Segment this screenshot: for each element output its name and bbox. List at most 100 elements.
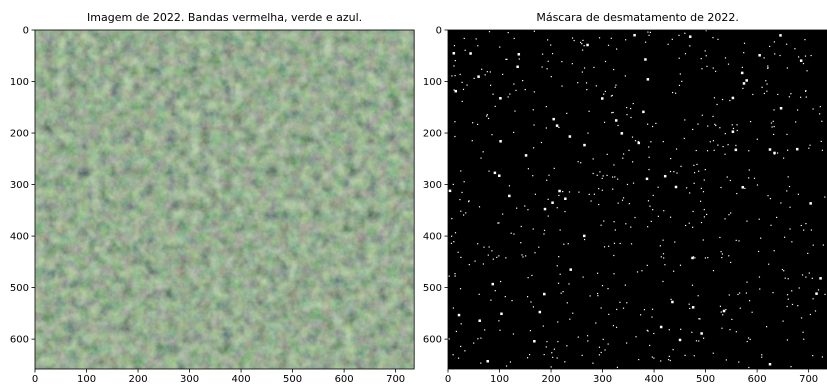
speckle: [513, 333, 514, 334]
speckle: [572, 37, 573, 38]
speckle: [599, 354, 600, 355]
speckle: [765, 80, 766, 81]
speckle: [674, 241, 675, 242]
speckle: [606, 175, 607, 176]
speckle: [474, 78, 475, 79]
speckle: [454, 121, 455, 122]
speckle: [560, 229, 561, 230]
speckle: [698, 340, 699, 341]
speckle: [551, 366, 552, 367]
speckle: [548, 199, 549, 200]
speckle: [780, 202, 781, 203]
speckle: [713, 68, 714, 69]
speckle: [534, 91, 535, 92]
speckle: [790, 93, 791, 94]
speckle: [611, 95, 612, 96]
speckle: [541, 142, 542, 143]
speckle: [490, 85, 491, 86]
speckle: [531, 275, 532, 276]
speckle: [773, 134, 774, 135]
speckle: [632, 161, 633, 162]
speckle: [694, 257, 695, 258]
speckle: [622, 158, 623, 159]
speckle: [787, 150, 788, 151]
speckle: [530, 330, 531, 331]
speckle: [803, 230, 804, 231]
speckle: [586, 82, 587, 83]
speckle: [689, 308, 690, 309]
speckle: [787, 306, 788, 307]
speckle: [583, 235, 586, 238]
speckle: [449, 338, 450, 339]
speckle: [732, 130, 735, 133]
speckle: [630, 117, 631, 118]
speckle: [554, 168, 555, 169]
speckle: [700, 332, 703, 335]
speckle: [777, 152, 778, 153]
speckle: [702, 115, 703, 116]
speckle: [803, 63, 804, 64]
speckle: [749, 169, 750, 170]
speckle: [455, 90, 458, 93]
speckle: [455, 232, 456, 233]
speckle: [797, 109, 798, 110]
speckle: [663, 141, 664, 142]
speckle: [544, 230, 545, 231]
speckle: [608, 343, 609, 344]
speckle: [812, 108, 813, 109]
speckle: [648, 169, 649, 170]
speckle: [602, 285, 603, 286]
speckle: [623, 153, 624, 154]
x-tick-label: 0: [445, 374, 451, 384]
speckle: [499, 46, 500, 47]
speckle: [698, 171, 699, 172]
speckle: [558, 283, 559, 284]
speckle: [529, 354, 530, 355]
speckle: [647, 124, 648, 125]
speckle: [530, 301, 531, 302]
speckle: [742, 67, 743, 68]
speckle: [789, 207, 790, 208]
speckle: [767, 195, 768, 196]
speckle: [707, 125, 708, 126]
speckle: [515, 90, 516, 91]
speckle: [670, 360, 671, 361]
speckle: [653, 195, 654, 196]
speckle: [789, 96, 790, 97]
speckle: [451, 243, 452, 244]
speckle: [557, 207, 558, 208]
speckle: [804, 39, 805, 40]
speckle: [696, 150, 697, 151]
speckle: [499, 97, 502, 100]
speckle: [625, 223, 626, 224]
speckle: [580, 162, 581, 163]
speckle: [633, 103, 634, 104]
y-tick-label: 300: [10, 180, 29, 191]
speckle: [766, 91, 767, 92]
speckle: [689, 192, 690, 193]
speckle: [752, 312, 753, 313]
speckle: [761, 354, 762, 355]
x-tick-label: 100: [77, 374, 96, 384]
speckle: [518, 53, 521, 56]
speckle: [762, 87, 763, 88]
speckle: [589, 194, 590, 195]
speckle: [516, 208, 517, 209]
speckle: [744, 43, 745, 44]
speckle: [722, 314, 723, 315]
y-tick-label: 400: [423, 232, 442, 243]
speckle: [598, 188, 599, 189]
speckle: [704, 209, 705, 210]
speckle: [453, 89, 454, 90]
speckle: [584, 239, 585, 240]
speckle: [707, 150, 708, 151]
speckle: [548, 215, 549, 216]
speckle: [706, 214, 707, 215]
speckle: [692, 227, 693, 228]
speckle: [454, 45, 455, 46]
speckle: [613, 221, 614, 222]
speckle: [737, 130, 738, 131]
speckle: [479, 294, 480, 295]
speckle: [567, 302, 568, 303]
speckle: [680, 73, 681, 74]
